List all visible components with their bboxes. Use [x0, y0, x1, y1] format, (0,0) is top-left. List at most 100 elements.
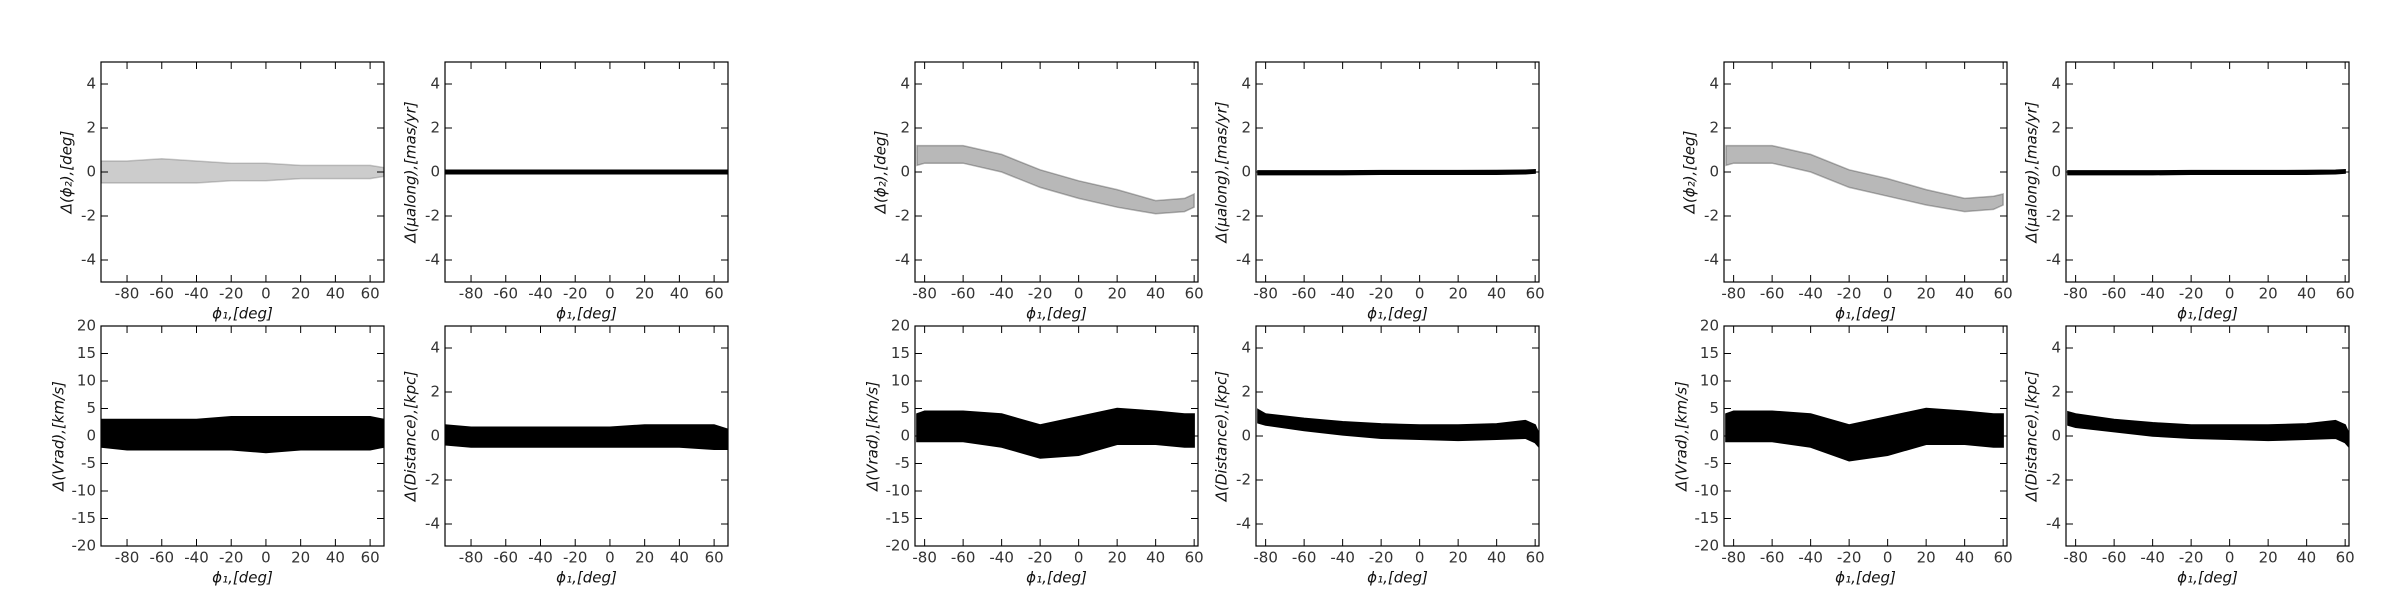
y-tick-label: -4 — [1236, 515, 1251, 533]
data-band — [916, 407, 1195, 459]
x-tick-label: 60 — [2336, 549, 2355, 567]
x-tick-label: -40 — [989, 285, 1014, 303]
y-tick-label: 2 — [1241, 383, 1251, 401]
x-tick-label: 40 — [1146, 285, 1165, 303]
y-tick-label: -5 — [1704, 454, 1719, 472]
y-tick-label: 2 — [900, 119, 910, 137]
y-tick-label: -2 — [2046, 471, 2061, 489]
x-tick-label: -40 — [528, 549, 553, 567]
y-tick-label: -20 — [1695, 537, 1720, 555]
data-band — [101, 416, 384, 454]
y-tick-label: -4 — [2046, 515, 2061, 533]
y-tick-label: -2 — [895, 207, 910, 225]
y-tick-label: -15 — [1695, 509, 1720, 527]
plot-area — [1257, 169, 1536, 176]
plot-area — [1257, 408, 1539, 449]
x-tick-label: 60 — [361, 549, 380, 567]
y-axis-label: Δ(Vrad),[km/s] — [50, 381, 68, 492]
y-tick-label: -2 — [1236, 207, 1251, 225]
y-tick-label: 15 — [891, 344, 910, 362]
data-band — [1725, 144, 2004, 213]
x-tick-label: -20 — [1369, 549, 1394, 567]
y-tick-label: 0 — [1709, 163, 1719, 181]
plot-area — [2067, 169, 2346, 176]
x-axis-label: ϕ₁,[deg] — [2177, 569, 2238, 587]
plot-area — [2067, 410, 2349, 449]
x-axis-label: ϕ₁,[deg] — [212, 305, 273, 323]
x-tick-label: -80 — [459, 285, 484, 303]
x-tick-label: -80 — [912, 285, 937, 303]
x-tick-label: -40 — [2140, 285, 2165, 303]
plot-area — [1725, 407, 2004, 462]
x-tick-label: -60 — [951, 549, 976, 567]
data-band — [2067, 169, 2346, 176]
x-tick-label: -40 — [1798, 285, 1823, 303]
y-tick-label: 2 — [86, 119, 96, 137]
panel: -80 -60 -40 -20 0 20 40 60 -20 -15 -10 -5 0 5 10 15 20 ϕ₁… — [864, 317, 1204, 587]
y-tick-label: 4 — [1709, 75, 1719, 93]
y-tick-label: -10 — [1695, 482, 1720, 500]
y-tick-label: -2 — [2046, 207, 2061, 225]
x-tick-label: 40 — [670, 549, 689, 567]
y-tick-label: -4 — [2046, 251, 2061, 269]
y-tick-label: -15 — [886, 509, 911, 527]
x-tick-label: -40 — [989, 549, 1014, 567]
x-tick-label: -60 — [951, 285, 976, 303]
data-band — [2067, 410, 2349, 449]
x-tick-label: -80 — [1721, 549, 1746, 567]
axes-frame — [914, 61, 1199, 283]
y-tick-label: 0 — [1241, 163, 1251, 181]
x-tick-label: 40 — [1487, 549, 1506, 567]
plot-area — [1725, 144, 2004, 213]
x-tick-label: -20 — [1369, 285, 1394, 303]
panel: -80 -60 -40 -20 0 20 40 60 -20 -15 -10 -5 0 5 10 15 20 ϕ₁… — [50, 317, 385, 587]
y-axis-label: Δ(μalong),[mas/yr] — [2023, 101, 2041, 243]
x-axis-label: ϕ₁,[deg] — [1835, 305, 1896, 323]
x-tick-label: 20 — [1108, 549, 1127, 567]
plot-area — [445, 169, 728, 175]
x-tick-label: 20 — [635, 549, 654, 567]
y-tick-label: -5 — [81, 454, 96, 472]
y-tick-label: -4 — [895, 251, 910, 269]
y-axis-label: Δ(Distance),[kpc] — [2023, 371, 2041, 503]
y-tick-label: 20 — [1700, 317, 1719, 335]
x-tick-label: 0 — [2225, 285, 2235, 303]
x-tick-label: 0 — [605, 285, 615, 303]
y-tick-label: -10 — [72, 482, 97, 500]
y-tick-label: 0 — [2051, 427, 2061, 445]
x-tick-label: -80 — [1721, 285, 1746, 303]
x-tick-label: -20 — [1028, 285, 1053, 303]
y-tick-label: 5 — [1709, 399, 1719, 417]
x-axis-label: ϕ₁,[deg] — [1835, 569, 1896, 587]
x-tick-label: 60 — [1994, 549, 2013, 567]
x-tick-label: -20 — [1837, 549, 1862, 567]
x-tick-label: 60 — [1185, 285, 1204, 303]
panel: -80 -60 -40 -20 0 20 40 60-4-2024ϕ₁,[deg]Δ(Dist… — [402, 325, 729, 587]
y-tick-label: -2 — [81, 207, 96, 225]
y-tick-label: 5 — [86, 399, 96, 417]
y-tick-label: 0 — [430, 163, 440, 181]
y-axis-label: Δ(Vrad),[km/s] — [864, 381, 882, 492]
y-tick-label: 15 — [1700, 344, 1719, 362]
x-axis-label: ϕ₁,[deg] — [556, 305, 617, 323]
panel: -80 -60 -40 -20 0 20 40 60-4-2024ϕ₁,[deg]Δ(μalo… — [402, 61, 729, 323]
data-band — [1725, 407, 2004, 462]
x-tick-label: -40 — [184, 285, 209, 303]
y-tick-label: -10 — [886, 482, 911, 500]
x-tick-label: -20 — [2179, 549, 2204, 567]
y-axis-label: Δ(Vrad),[km/s] — [1673, 381, 1691, 492]
x-axis-label: ϕ₁,[deg] — [1026, 569, 1087, 587]
x-tick-label: 20 — [1449, 285, 1468, 303]
y-axis-label: Δ(μalong),[mas/yr] — [402, 101, 420, 243]
x-tick-label: 60 — [2336, 285, 2355, 303]
x-tick-label: 60 — [1994, 285, 2013, 303]
x-tick-label: 20 — [291, 285, 310, 303]
x-tick-label: -80 — [912, 549, 937, 567]
y-tick-label: 4 — [2051, 339, 2061, 357]
y-tick-label: 4 — [900, 75, 910, 93]
x-tick-label: 40 — [2297, 285, 2316, 303]
panel: -80 -60 -40 -20 0 20 40 60-4-2024ϕ₁,[deg]Δ(μalo… — [2023, 61, 2355, 323]
y-tick-label: -2 — [425, 471, 440, 489]
x-tick-label: -80 — [1253, 549, 1278, 567]
x-axis-label: ϕ₁,[deg] — [556, 569, 617, 587]
